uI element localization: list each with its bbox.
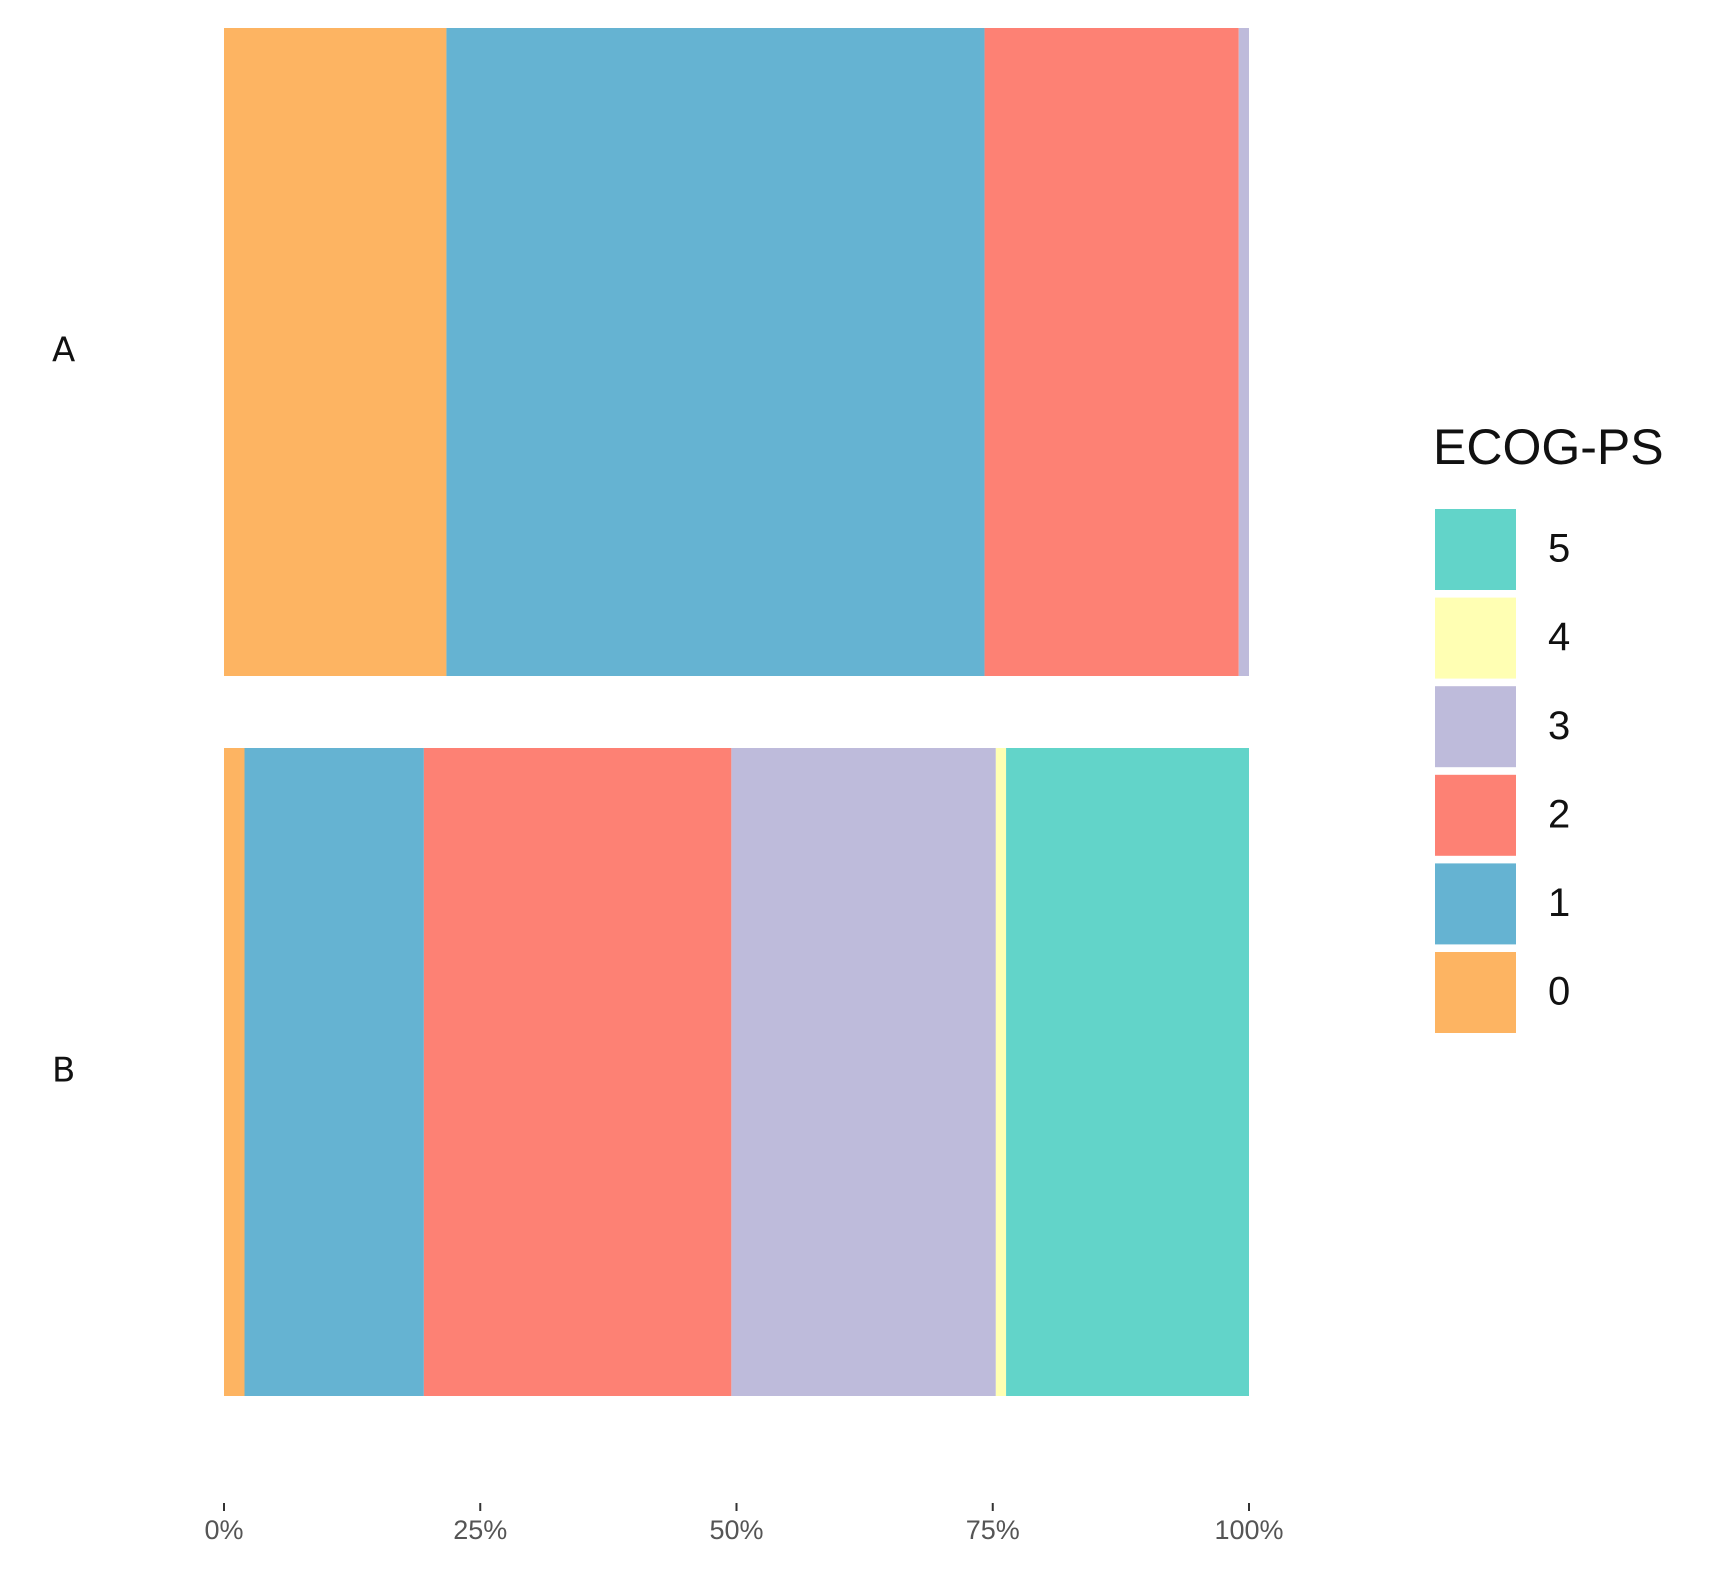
legend-key	[1435, 774, 1516, 856]
bar-segment	[1238, 28, 1249, 676]
legend-label: 5	[1548, 527, 1570, 571]
x-tick-label: 25%	[453, 1515, 507, 1545]
bar-segment	[984, 28, 1239, 676]
legend-key	[1435, 952, 1516, 1033]
bar-segment	[244, 748, 424, 1396]
legend-key	[1435, 509, 1516, 590]
y-tick-label: B	[52, 1051, 75, 1091]
legend-key	[1435, 863, 1516, 945]
legend-key	[1435, 597, 1516, 679]
bar-segment	[995, 748, 1007, 1396]
x-tick-label: 50%	[709, 1515, 763, 1545]
bar-segment	[731, 748, 996, 1396]
bar-segment	[224, 28, 447, 676]
y-tick-label: A	[52, 331, 75, 371]
legend-label: 4	[1548, 615, 1570, 659]
bar-segment	[446, 28, 985, 676]
x-tick-label: 75%	[966, 1515, 1020, 1545]
legend-label: 0	[1548, 970, 1570, 1014]
legend-label: 3	[1548, 704, 1570, 748]
bar-segment	[224, 748, 245, 1396]
x-tick-label: 100%	[1214, 1515, 1283, 1545]
legend-title: ECOG-PS	[1433, 419, 1664, 475]
x-tick-label: 0%	[204, 1515, 243, 1545]
legend-key	[1435, 686, 1516, 768]
legend-label: 2	[1548, 792, 1570, 836]
bar-segment	[423, 748, 732, 1396]
legend-label: 1	[1548, 881, 1570, 925]
bar-segment	[1006, 748, 1249, 1396]
